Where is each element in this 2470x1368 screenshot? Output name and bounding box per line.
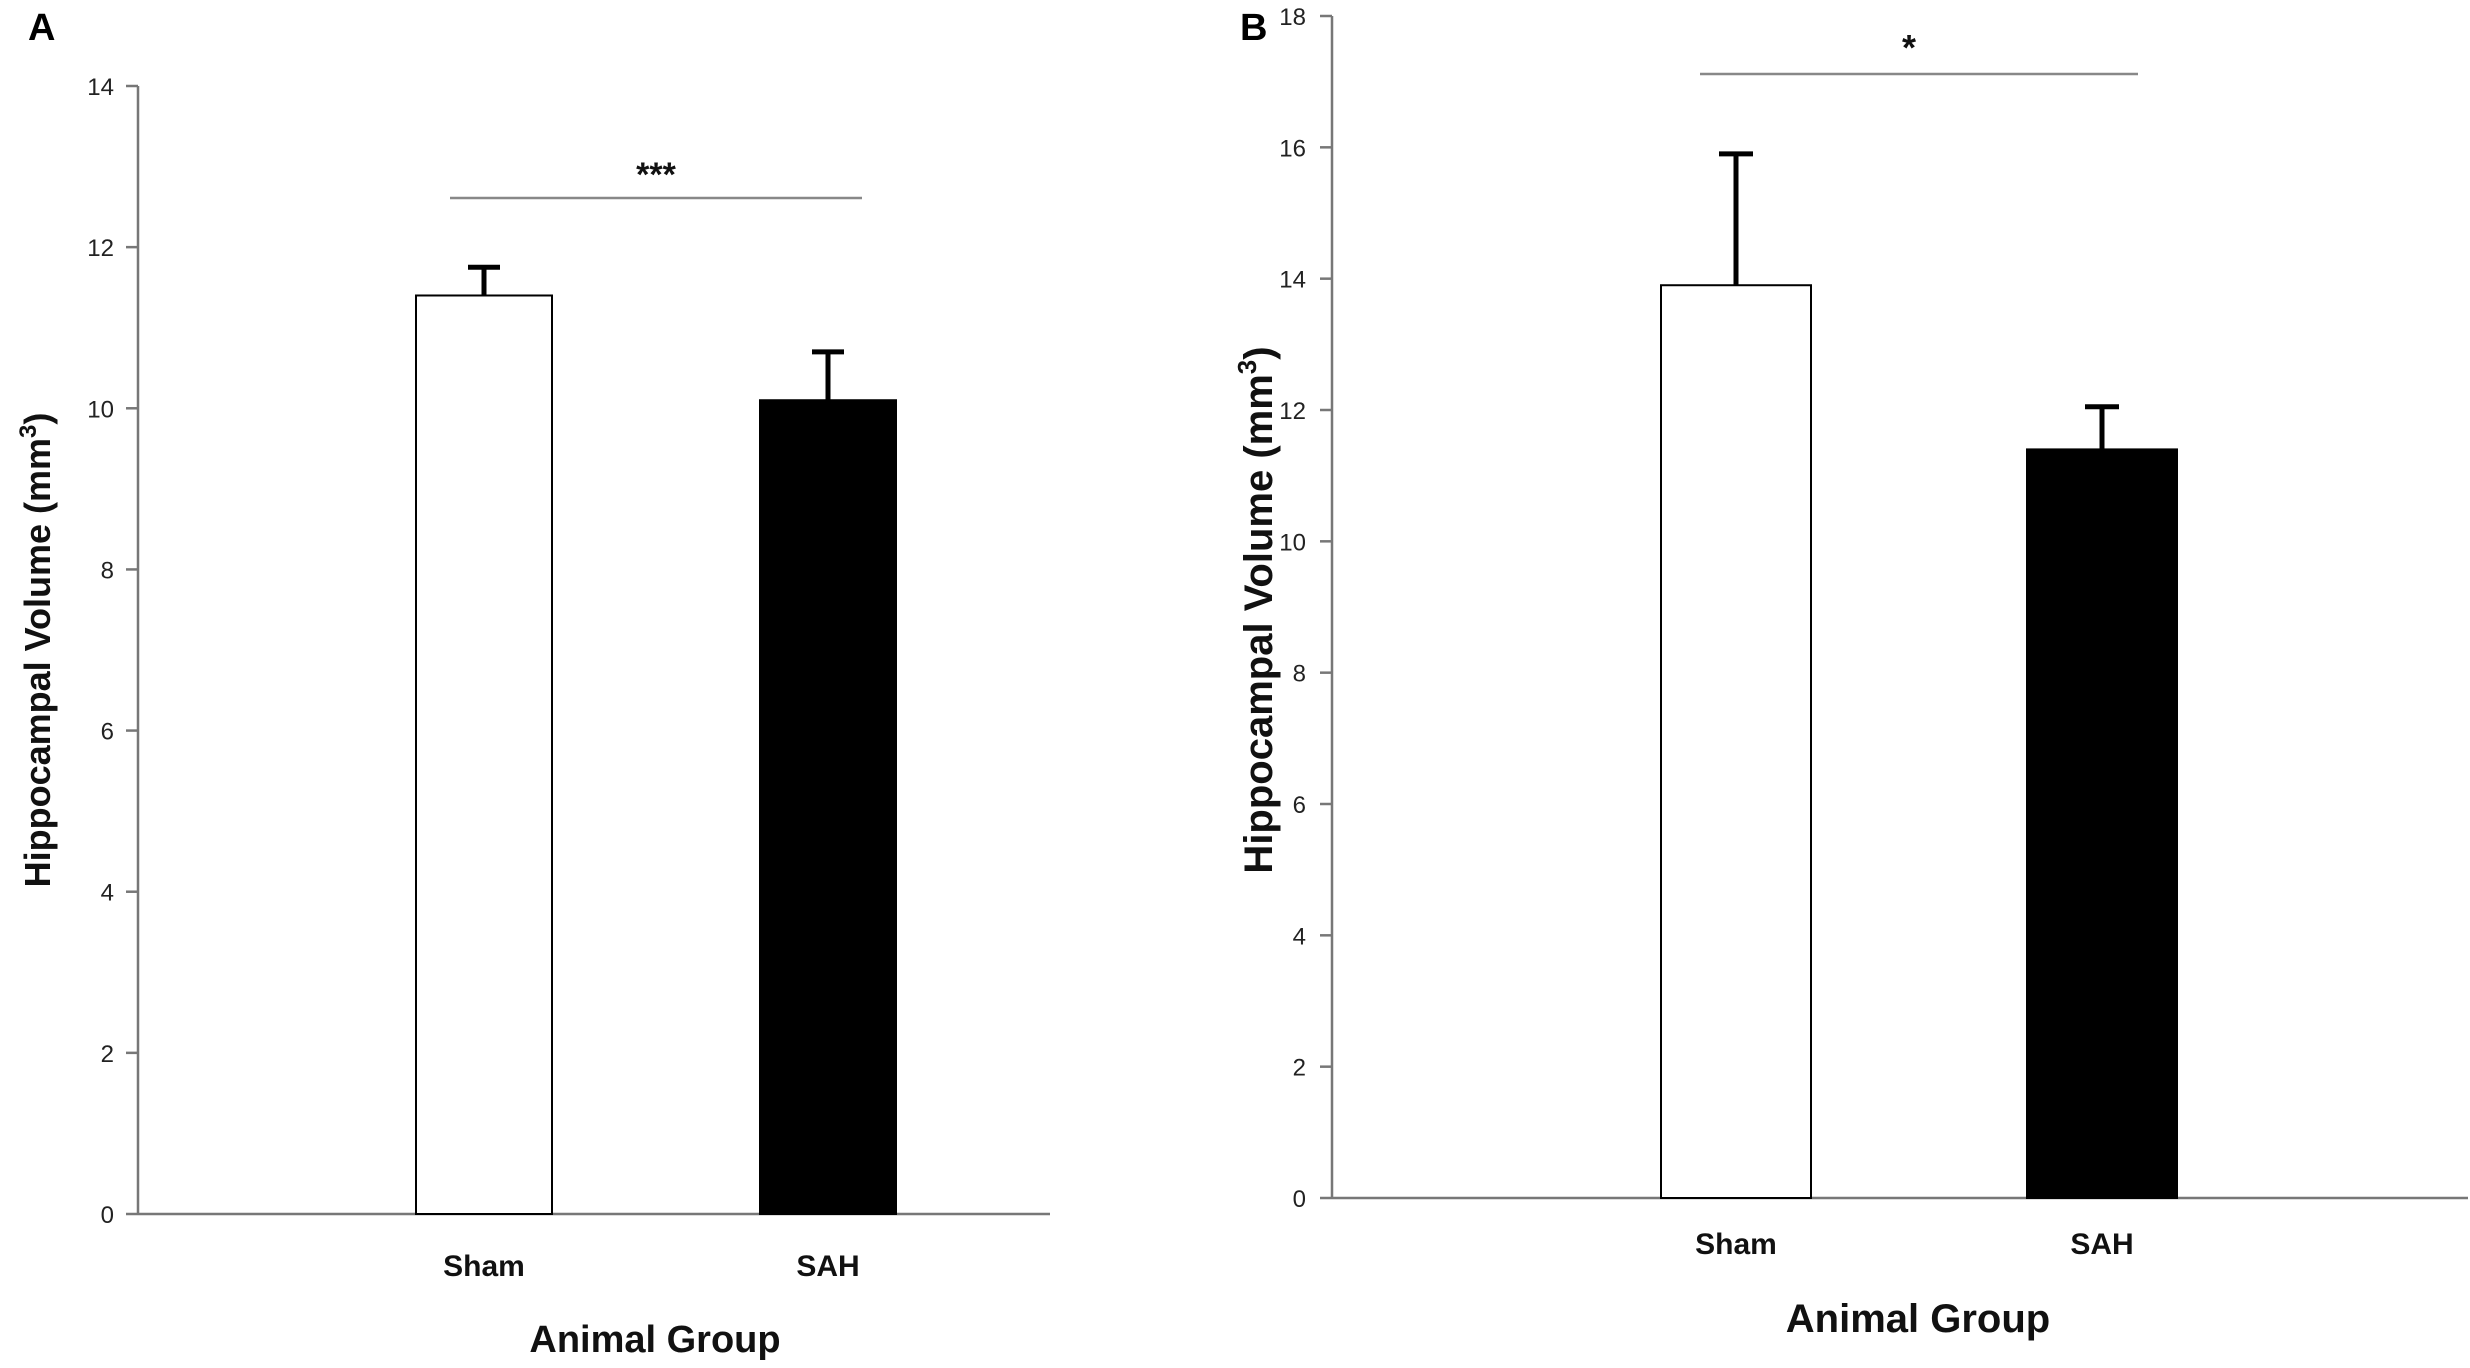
panel-a-significance-stars: *** (636, 156, 676, 194)
panel-b-y-tick-label: 4 (1293, 923, 1306, 950)
panel-b-y-tick-label: 14 (1279, 267, 1306, 294)
panel-a-y-tick-label: 10 (87, 396, 114, 423)
panel-a-bar-sham (415, 294, 553, 1215)
panel-a-y-axis-title-close: ) (17, 413, 58, 425)
panel-b-bars (1660, 151, 2178, 1199)
panel-a-y-tick-label: 12 (87, 235, 114, 262)
panel-a-y-axis-title: Hippocampal Volume (mm3) (15, 413, 58, 888)
panel-a-bar-sah (759, 399, 897, 1215)
panel-a-y-tick-label: 4 (101, 880, 114, 907)
panel-a-y-tick-label: 6 (101, 719, 114, 746)
panel-b-y-axis-title-sup: 3 (1232, 360, 1262, 374)
panel-b-significance: * (1700, 27, 2138, 76)
panel-a-category-sham: Sham (443, 1250, 525, 1283)
panel-b-label: B (1240, 7, 1267, 49)
panel-b-y-tick-label: 2 (1293, 1055, 1306, 1082)
panel-a-y-tick-label: 0 (101, 1202, 114, 1229)
panel-b-y-axis-title-close: ) (1237, 346, 1281, 359)
panel-b-y-tick-label: 0 (1293, 1186, 1306, 1213)
panel-b-y-tick-label: 10 (1279, 529, 1306, 556)
panel-b: B 0 2 4 6 8 10 12 14 16 18 * Sham SAH Animal Grou… (1232, 4, 2468, 1341)
panel-b-category-sah: SAH (2070, 1228, 2133, 1261)
panel-a-y-tick-label: 14 (87, 74, 114, 101)
panel-a-category-sah: SAH (796, 1250, 859, 1283)
panel-a-y-tick-label: 8 (101, 557, 114, 584)
panel-b-bar-sham (1660, 284, 1812, 1199)
panel-a-y-axis-title-main: Hippocampal Volume (mm (17, 438, 58, 887)
panel-b-y-tick-label: 6 (1293, 792, 1306, 819)
panel-a-ticks: 0 2 4 6 8 10 12 14 (87, 74, 138, 1229)
panel-b-category-sham: Sham (1695, 1228, 1777, 1261)
panel-b-y-tick-label: 8 (1293, 661, 1306, 688)
panel-a-y-tick-label: 2 (101, 1041, 114, 1068)
panel-a-label: A (28, 7, 55, 49)
panel-b-y-tick-label: 16 (1279, 135, 1306, 162)
panel-b-y-axis-title: Hippocampal Volume (mm3) (1232, 346, 1281, 873)
panel-a-x-axis-title: Animal Group (529, 1319, 780, 1361)
panel-a-bars (415, 264, 897, 1215)
panel-a-significance: *** (450, 156, 862, 200)
panel-a-y-axis-title-sup: 3 (15, 425, 42, 438)
panel-b-axes (1330, 16, 2468, 1200)
panel-a-axes (136, 86, 1050, 1216)
panel-b-y-axis-title-main: Hippocampal Volume (mm (1237, 374, 1281, 873)
panel-b-x-axis-title: Animal Group (1786, 1297, 2050, 1341)
panel-b-y-tick-label: 12 (1279, 398, 1306, 425)
panel-b-significance-stars: * (1902, 27, 1916, 68)
panel-b-y-tick-label: 18 (1279, 4, 1306, 31)
panel-b-ticks: 0 2 4 6 8 10 12 14 16 18 (1279, 4, 1332, 1213)
panel-b-bar-sah (2026, 448, 2178, 1199)
